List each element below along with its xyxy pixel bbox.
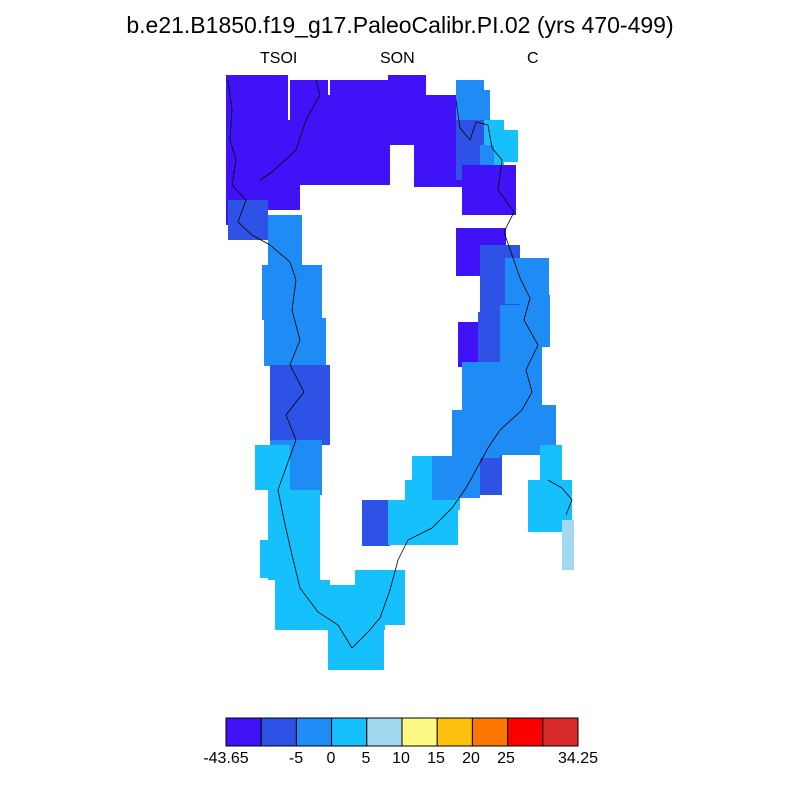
colorbar-tick-label: 10 (392, 750, 410, 767)
map-cell (300, 95, 390, 185)
coastline-segment (547, 479, 573, 516)
coastline-segment (259, 79, 321, 181)
colorbar-box (260, 717, 297, 747)
colorbar-tick-label: 15 (427, 750, 445, 767)
map-cell (456, 458, 480, 498)
map-cell (328, 620, 384, 670)
map-cell (412, 456, 434, 496)
map-cells (226, 75, 574, 670)
colorbar-box (436, 717, 473, 747)
colorbar-tick-label: 20 (462, 750, 480, 767)
colorbar-box (225, 717, 262, 747)
colorbar-tick-label: 0 (326, 750, 336, 767)
map-cell (362, 500, 390, 546)
colorbar-tick-label: -43.65 (203, 750, 249, 767)
colorbar-box (542, 717, 579, 747)
map-cell (264, 318, 326, 366)
colorbar-tick-label: -5 (288, 750, 304, 767)
units-label: C (527, 50, 539, 67)
colorbar-box (401, 717, 438, 747)
map-cell (540, 445, 562, 490)
map-cell (355, 570, 405, 625)
map-cell (330, 80, 390, 105)
map-cell (500, 130, 518, 162)
colorbar-box (471, 717, 509, 747)
map-cell (268, 215, 302, 265)
map-cell (462, 362, 542, 412)
colorbar-tick-label: 34.25 (557, 750, 599, 767)
colorbar-tick-label: 25 (497, 750, 515, 767)
colorbar-boxes (225, 717, 579, 747)
map-title: b.e21.B1850.f19_g17.PaleoCalibr.PI.02 (y… (126, 12, 674, 38)
map-cell (228, 200, 268, 240)
map-cell (244, 120, 300, 210)
colorbar-box (295, 717, 333, 747)
map-cell (414, 95, 464, 187)
variable-label: TSOI (260, 50, 298, 67)
colorbar-box (366, 717, 403, 747)
map-cell (432, 456, 456, 500)
map-cell (478, 312, 504, 364)
map-cell (270, 365, 330, 445)
colorbar-box (331, 717, 368, 747)
map-cell (562, 520, 574, 570)
map-cell (458, 322, 478, 367)
map-cell (462, 165, 516, 215)
colorbar-box (507, 717, 544, 747)
season-label: SON (380, 50, 415, 67)
colorbar-tick-label: 5 (361, 750, 371, 767)
map-cell (255, 445, 290, 490)
map-cell (480, 455, 502, 495)
coastline (227, 79, 539, 649)
